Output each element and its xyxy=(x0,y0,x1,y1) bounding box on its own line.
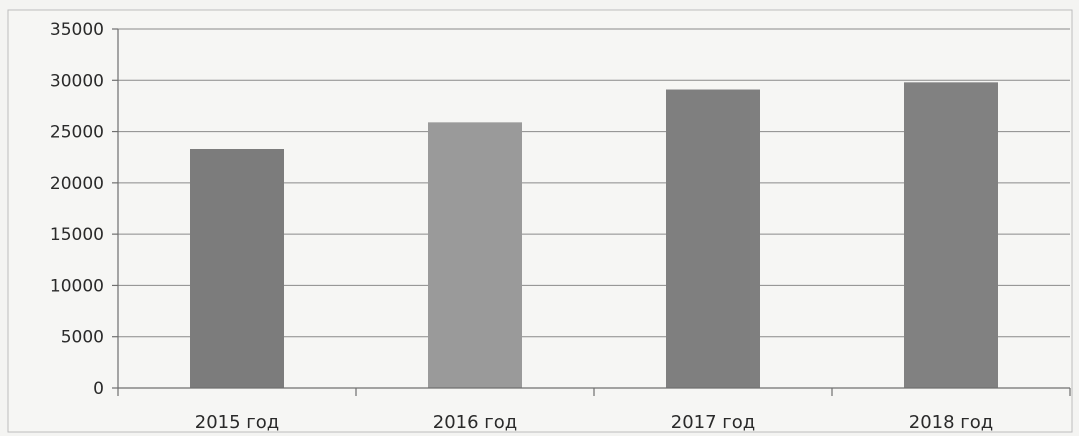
y-tick-label: 25000 xyxy=(50,123,104,143)
x-category-label: 2016 год xyxy=(433,412,517,433)
bar xyxy=(190,149,284,388)
bar xyxy=(904,82,998,388)
bar xyxy=(428,122,522,388)
x-category-label: 2017 год xyxy=(671,412,755,433)
x-axis-category-labels: 2015 год 2016 год 2017 год 2018 год xyxy=(195,412,993,433)
y-tick-label: 35000 xyxy=(50,20,104,40)
y-axis-tick-labels: 0 5000 10000 15000 20000 25000 30000 35000 xyxy=(50,20,104,399)
y-tick-label: 0 xyxy=(93,379,104,399)
y-tick-label: 20000 xyxy=(50,174,104,194)
y-tick-label: 5000 xyxy=(61,328,104,348)
bars xyxy=(190,82,998,388)
y-tick-label: 15000 xyxy=(50,225,104,245)
x-category-label: 2018 год xyxy=(909,412,993,433)
y-tick-label: 30000 xyxy=(50,71,104,91)
x-category-label: 2015 год xyxy=(195,412,279,433)
x-axis xyxy=(117,29,1071,396)
y-tick-label: 10000 xyxy=(50,276,104,296)
bar xyxy=(666,89,760,388)
